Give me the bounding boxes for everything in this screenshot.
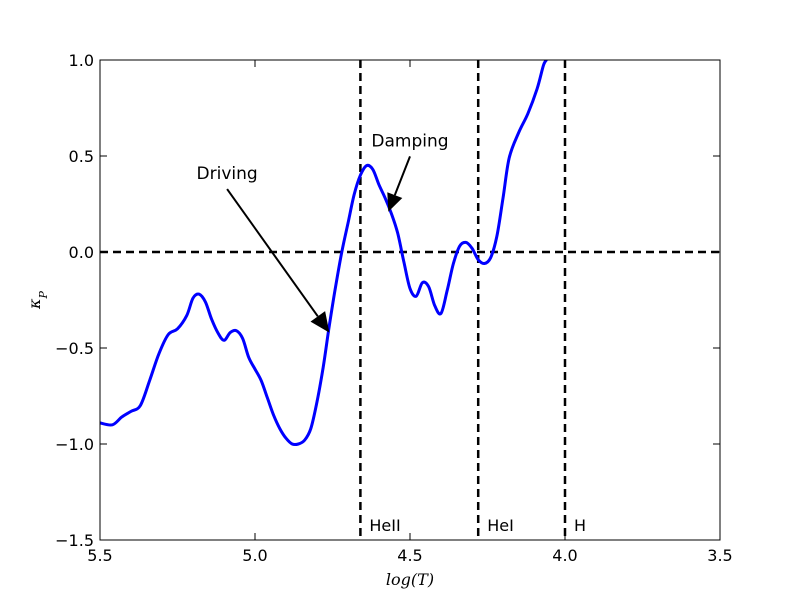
x-tick-label: 5.5 (87, 546, 112, 565)
annotation-text: Driving (197, 164, 258, 184)
y-tick-label: −0.5 (55, 339, 94, 358)
x-axis-label: log(T) (386, 570, 434, 589)
y-tick-label: 1.0 (69, 51, 94, 70)
y-tick-label: −1.0 (55, 435, 94, 454)
kappa-series-line (100, 60, 548, 447)
reference-line-label: HeII (369, 516, 400, 535)
annotation-text: Damping (371, 131, 448, 151)
annotation-arrow-head (310, 311, 330, 333)
x-tick-label: 3.5 (707, 546, 732, 565)
annotation-arrow-head (387, 192, 403, 212)
annotations: Driving Damping (197, 131, 449, 333)
axis-ticks: 5.5 5.0 4.5 4.0 3.5 −1.5 −1.0 −0.5 0.0 0.5 1.0 (55, 51, 733, 565)
reference-line-label: H (574, 516, 586, 535)
x-tick-label: 5.0 (242, 546, 267, 565)
annotation-arrow-shaft (226, 188, 319, 317)
reference-lines (100, 60, 720, 540)
x-tick-label: 4.5 (397, 546, 422, 565)
x-tick-label: 4.0 (552, 546, 577, 565)
reference-line-label: HeI (487, 516, 514, 535)
series-layer (100, 60, 548, 447)
y-tick-label: −1.5 (55, 531, 94, 550)
y-axis-label: κP (25, 290, 50, 310)
reference-line-labels: HeII HeI H (369, 516, 586, 535)
y-tick-label: 0.5 (69, 147, 94, 166)
y-tick-label: 0.0 (69, 243, 94, 262)
annotation-arrow-shaft (393, 156, 411, 196)
